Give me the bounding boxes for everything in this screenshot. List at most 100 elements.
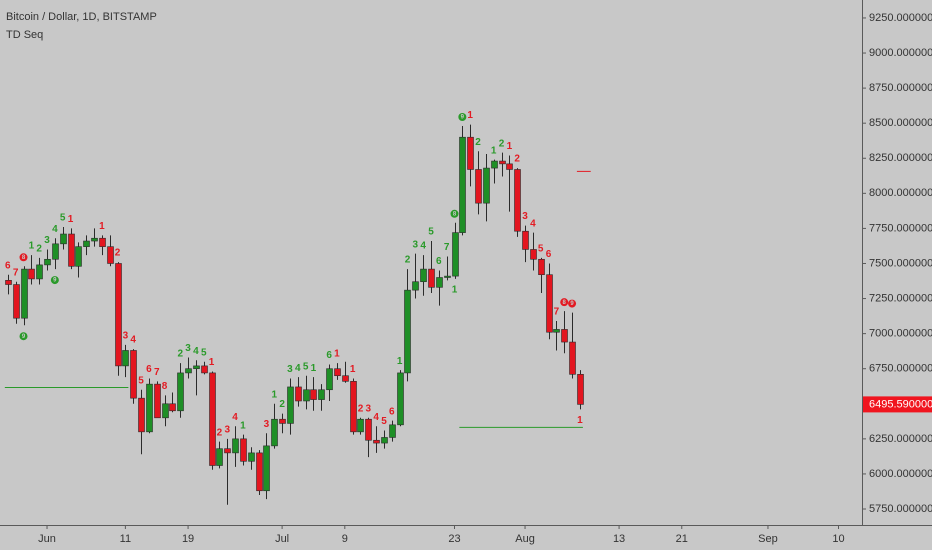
x-tick-label: Jul [275,533,289,545]
candle-body [271,418,278,447]
candle-body [381,437,388,444]
td-circle [560,298,569,307]
candle-body [334,368,341,377]
candle-body [21,268,28,319]
td-label: 8 [162,381,168,392]
td-label: 6 [326,350,332,361]
candle-body [365,418,372,441]
x-tick-label: 23 [448,533,460,545]
td-circle [19,253,28,262]
x-tick-label: 10 [832,533,844,545]
x-tick-label: 21 [676,533,688,545]
candle-body [499,160,506,165]
candle-body [75,246,82,267]
y-tick-label: 7750.00000000 [869,222,932,234]
candle-body [209,372,216,466]
x-tick-label: 13 [613,533,625,545]
last-price-label: 6495.59000000 [869,398,932,410]
candle-body [5,280,12,285]
td-label: 1 [311,363,317,374]
td-label: 3 [264,419,270,430]
candle-body [577,374,584,405]
td-circle [50,276,59,285]
candle-body [404,289,411,374]
td-label: 3 [522,211,528,222]
candle-body [389,424,396,438]
td-label: 7 [13,267,19,278]
y-tick-label: 8250.00000000 [869,152,932,164]
candle-body [52,243,59,260]
td-label: 7 [444,242,450,253]
td-circle [568,299,577,308]
td-label: 6 [389,406,395,417]
td-label: 1 [29,241,35,252]
candle-body [530,249,537,260]
candle-body [91,237,98,242]
chart-title: Bitcoin / Dollar, 1D, BITSTAMP [6,11,157,23]
candle-body [68,233,75,267]
y-tick-label: 8500.00000000 [869,117,932,129]
td-label: 5 [381,416,387,427]
td-label: 9 [53,278,57,284]
candle-body [240,438,247,462]
candle-body [177,372,184,412]
td-label: 1 [452,285,458,296]
td-label: 5 [201,347,207,358]
td-label: 3 [44,235,50,246]
candle-body [310,389,317,400]
td-label: 2 [177,349,183,360]
candle-body [452,232,459,277]
td-label: 6 [436,256,442,267]
y-tick-label: 9000.00000000 [869,47,932,59]
candle-body [397,372,404,426]
candle-body [36,264,43,280]
y-tick-label: 9250.00000000 [869,12,932,24]
candle-body [162,403,169,419]
candle-body [60,233,67,245]
td-label: 9 [22,334,26,340]
td-label: 2 [217,427,223,438]
td-label: 5 [303,361,309,372]
td-label: 8 [563,300,567,306]
td-label: 9 [570,301,574,307]
td-label: 1 [68,214,74,225]
td-label: 1 [209,357,215,368]
candle-body [342,375,349,382]
candle-body [13,284,20,319]
x-tick-label: 9 [342,533,348,545]
candle-body [146,383,153,433]
td-label: 5 [60,213,66,224]
td-label: 5 [428,227,434,238]
candle-body [295,386,302,402]
td-label: 1 [467,110,473,121]
candle-body [420,268,427,283]
td-label: 4 [232,412,238,423]
td-label: 4 [130,335,136,346]
candle-body [256,452,263,492]
td-circle [458,112,467,121]
td-label: 4 [295,363,301,374]
candle-body [154,383,161,419]
td-label: 1 [240,420,246,431]
y-tick-label: 7250.00000000 [869,292,932,304]
td-label: 7 [154,367,160,378]
td-label: 6 [5,260,11,271]
td-label: 2 [358,403,364,414]
candle-body [412,281,419,291]
candle-body [28,268,35,280]
td-label: 9 [461,115,465,121]
candle-body [248,452,255,462]
td-label: 3 [413,239,419,250]
td-label: 2 [115,248,121,259]
candle-body [138,397,145,433]
candle-body [115,263,122,367]
last-price-box [863,396,932,413]
candle-body [216,448,223,466]
x-tick-label: Sep [758,533,778,545]
td-label: 8 [453,211,457,217]
candle-body [546,274,553,333]
td-label: 2 [475,137,481,148]
candle-body [428,268,435,288]
candle-body [350,381,357,433]
candle-body [83,240,90,247]
